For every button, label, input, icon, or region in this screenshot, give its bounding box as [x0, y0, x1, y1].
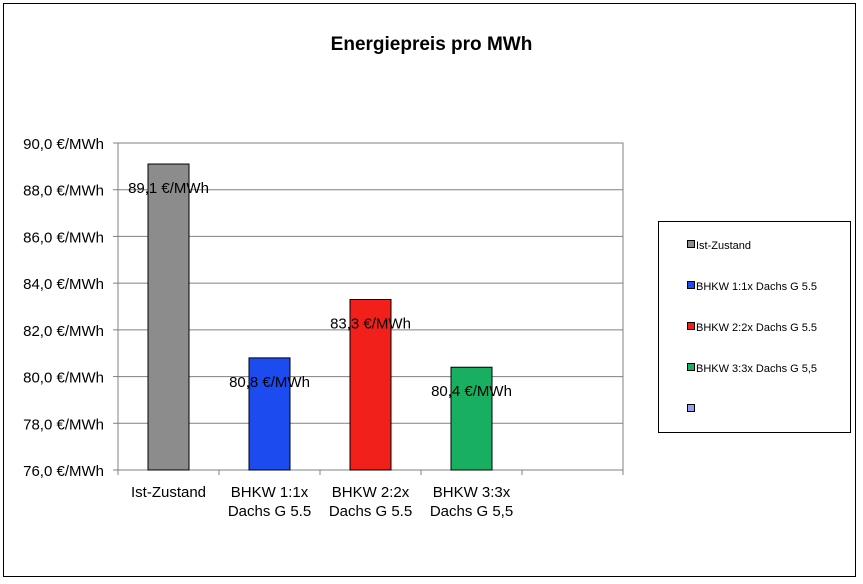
- legend-label: BHKW 2:2x Dachs G 5.5: [696, 322, 818, 334]
- legend-entry: Ist-Zustand: [687, 240, 751, 252]
- legend-label: Ist-Zustand: [696, 240, 752, 252]
- legend-swatch: [687, 363, 695, 371]
- bar-4: [450, 366, 493, 471]
- legend-label: BHKW 3:3x Dachs G 5,5: [696, 363, 818, 375]
- y-tick-label: 76,0 €/MWh: [23, 463, 104, 480]
- y-tick-label: 88,0 €/MWh: [23, 183, 104, 200]
- x-tick-label: Dachs G 5,5: [430, 503, 513, 520]
- legend-swatch: [687, 404, 695, 412]
- y-tick-label: 78,0 €/MWh: [23, 416, 104, 433]
- data-label: 80,4 €/MWh: [431, 383, 512, 400]
- y-tick-label: 86,0 €/MWh: [23, 229, 104, 246]
- data-label: 80,8 €/MWh: [229, 374, 310, 391]
- bar-1: [147, 163, 190, 471]
- x-tick-label: BHKW 2:2x: [332, 484, 410, 501]
- legend-swatch: [687, 240, 695, 248]
- data-label: 89,1 €/MWh: [128, 180, 209, 197]
- legend-entry: [687, 404, 696, 416]
- y-tick-label: 84,0 €/MWh: [23, 276, 104, 293]
- chart-title: Energiepreis pro MWh: [330, 34, 533, 55]
- data-label: 83,3 €/MWh: [330, 315, 411, 332]
- legend-entry: BHKW 1:1x Dachs G 5.5: [687, 281, 817, 293]
- x-tick-label: Ist-Zustand: [131, 484, 206, 501]
- bar-3: [349, 298, 392, 471]
- legend-swatch: [687, 281, 695, 289]
- x-tick-label: Dachs G 5.5: [329, 503, 412, 520]
- x-tick-label: BHKW 3:3x: [433, 484, 511, 501]
- x-tick-label: BHKW 1:1x: [231, 484, 309, 501]
- legend-entry: BHKW 3:3x Dachs G 5,5: [687, 363, 817, 375]
- legend-entry: BHKW 2:2x Dachs G 5.5: [687, 322, 817, 334]
- chart-legend: Ist-Zustand BHKW 1:1x Dachs G 5.5 BHKW 2:2…: [658, 221, 851, 433]
- x-tick-label: Dachs G 5.5: [228, 503, 311, 520]
- legend-swatch: [687, 322, 695, 330]
- y-tick-label: 90,0 €/MWh: [23, 136, 104, 153]
- y-tick-label: 80,0 €/MWh: [23, 370, 104, 387]
- legend-label: BHKW 1:1x Dachs G 5.5: [696, 281, 818, 293]
- y-tick-label: 82,0 €/MWh: [23, 323, 104, 340]
- bar-2: [248, 357, 291, 471]
